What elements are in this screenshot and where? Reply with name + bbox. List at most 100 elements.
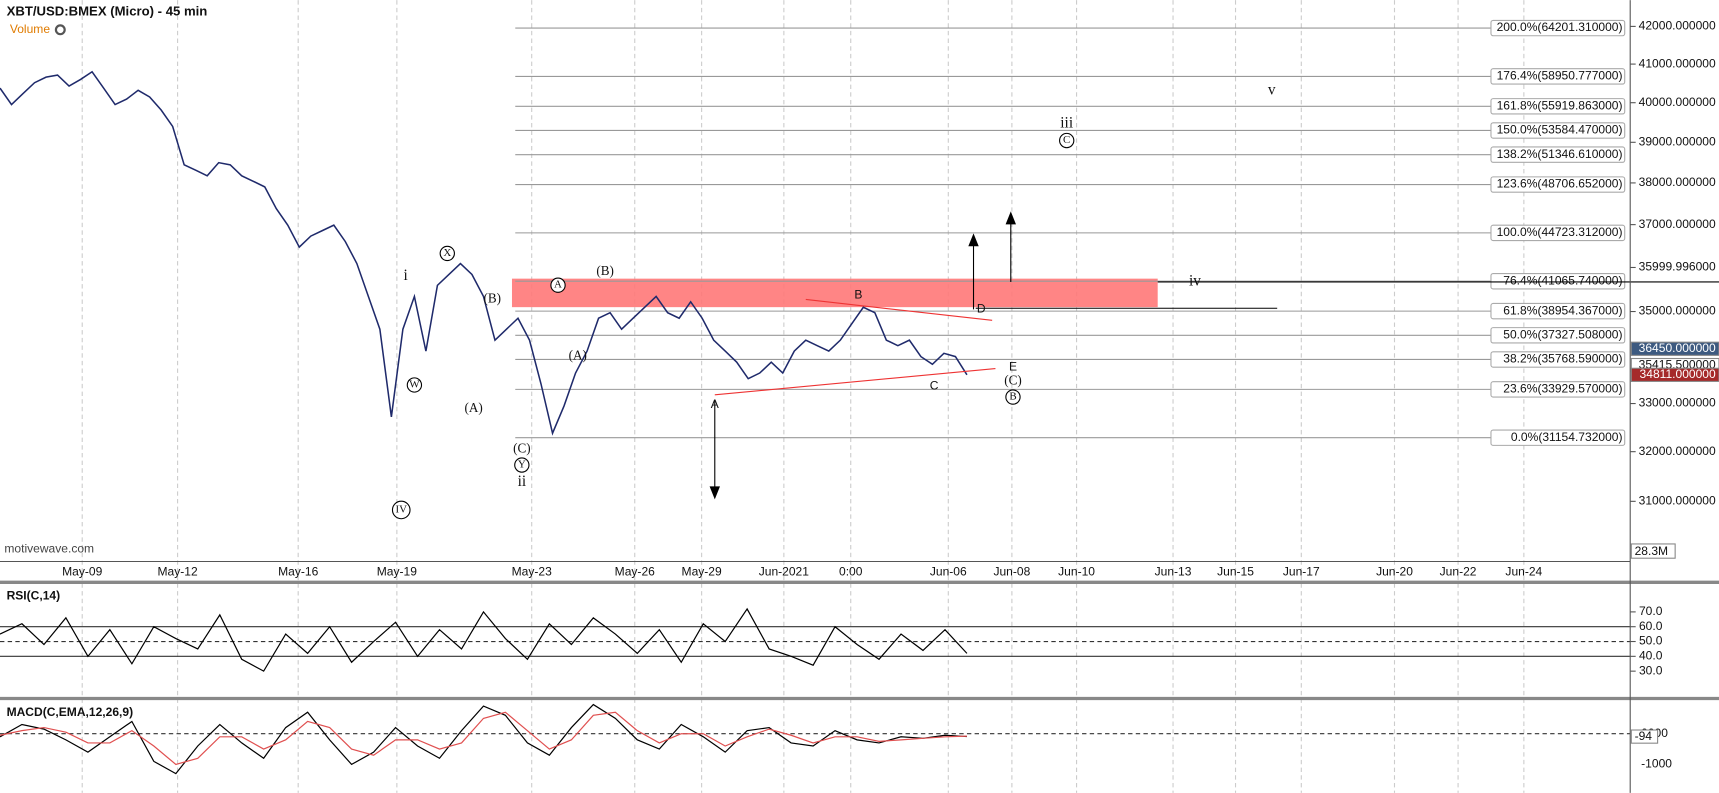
wave-circle <box>391 500 411 520</box>
wave-circle <box>1005 389 1021 405</box>
wave-label: W <box>409 379 420 391</box>
arrow-head <box>709 486 720 500</box>
y2-tick-label: 35999.996000 <box>1639 260 1716 274</box>
fib-label-box <box>1490 98 1626 115</box>
watermark: motivewave.com <box>4 542 94 556</box>
fib-label: 23.6%(33929.570000) <box>1503 382 1622 396</box>
fib-label-box <box>1490 381 1626 398</box>
fib-label: 123.6%(48706.652000) <box>1497 177 1623 191</box>
wave-label: A <box>711 397 720 411</box>
trend-line <box>805 298 993 321</box>
wave-label: Y <box>518 459 526 471</box>
wave-label: i <box>403 267 407 284</box>
y-tick-label: 50.0 <box>1639 634 1663 648</box>
fib-label-box <box>1490 351 1626 368</box>
series-line <box>0 70 968 436</box>
x-tick-label: May-09 <box>62 565 102 579</box>
x-tick-label: Jun-06 <box>930 565 967 579</box>
fib-label-box <box>1490 176 1626 193</box>
fib-label: 61.8%(38954.367000) <box>1503 303 1622 317</box>
y2-tick-label: 31000.000000 <box>1639 494 1716 508</box>
fib-label-box <box>1490 273 1626 290</box>
wave-label: E <box>1009 360 1017 374</box>
y-tick-label: 30.0 <box>1639 663 1663 677</box>
wave-label: IV <box>395 503 407 515</box>
fib-label-box <box>1490 429 1626 446</box>
wave-label: C <box>930 378 939 392</box>
arrow-head <box>968 233 979 247</box>
x-tick-label: May-16 <box>278 565 318 579</box>
fib-label-box <box>1490 302 1626 320</box>
wave-label: B <box>1009 391 1016 403</box>
last-value-label: -94 <box>1635 729 1653 743</box>
y2-tick-label: 38000.000000 <box>1639 175 1716 189</box>
wave-label: v <box>1268 82 1276 99</box>
wave-label: B <box>854 287 862 301</box>
y2-tick-label: 41000.000000 <box>1639 56 1716 70</box>
volume-axis-label: 28.3M <box>1635 544 1668 558</box>
axis-layer: May-09 May-12 May-16 May-19 May-23 May-26 May-… <box>62 19 1719 771</box>
volume-axis-box <box>1630 543 1676 559</box>
macd-title: MACD(C,EMA,12,26,9) <box>7 705 134 719</box>
fib-label: 100.0%(44723.312000) <box>1497 225 1623 239</box>
y-tick-label: 40.0 <box>1639 649 1663 663</box>
wave-label: iii <box>1060 115 1073 132</box>
volume-label: Volume <box>10 22 50 36</box>
wave-label: X <box>443 247 451 259</box>
fib-label: 161.8%(55919.863000) <box>1497 98 1623 112</box>
wave-label: (B) <box>483 290 501 305</box>
y2-tick-label: 37000.000000 <box>1639 217 1716 231</box>
wave-label: (A) <box>569 348 587 363</box>
fib-label-box <box>1490 68 1626 85</box>
wave-label: D <box>977 302 986 316</box>
price-marker <box>1630 367 1719 382</box>
x-tick-label: Jun-08 <box>993 565 1030 579</box>
wave-label: (C) <box>1004 373 1022 388</box>
x-tick-label: Jun-17 <box>1283 565 1320 579</box>
fib-label-box <box>1490 146 1626 163</box>
grid-layer <box>0 0 1631 793</box>
y-tick-label: 70.0 <box>1639 604 1663 618</box>
wave-label: C <box>1063 134 1070 146</box>
wave-label: iv <box>1189 272 1201 289</box>
wave-circle <box>514 457 530 473</box>
x-tick-label: Jun-15 <box>1217 565 1254 579</box>
wave-label: (A) <box>464 400 482 415</box>
x-tick-label: Jun-13 <box>1155 565 1192 579</box>
series-line <box>0 607 968 672</box>
fib-label: 0.0%(31154.732000) <box>1511 430 1623 444</box>
fib-label: 150.0%(53584.470000) <box>1497 123 1623 137</box>
x-tick-label: 0:00 <box>839 565 863 579</box>
wave-circle <box>550 277 566 293</box>
settings-icon[interactable] <box>54 24 66 36</box>
x-tick-label: May-26 <box>615 565 655 579</box>
wave-circle <box>406 377 423 393</box>
fib-label-box <box>1490 327 1626 344</box>
arrows <box>709 211 1016 500</box>
x-tick-label: May-29 <box>682 565 722 579</box>
x-tick-label: Jun-22 <box>1440 565 1477 579</box>
x-tick-label: May-12 <box>158 565 198 579</box>
x-tick-label: Jun-2021 <box>759 565 810 579</box>
series-line <box>0 711 967 766</box>
y2-tick-label: 32000.000000 <box>1639 444 1716 458</box>
fib-label: 50.0%(37327.508000) <box>1503 327 1622 341</box>
fib-label-box <box>1490 224 1626 242</box>
x-tick-label: Jun-20 <box>1376 565 1413 579</box>
wave-circle <box>439 245 455 262</box>
y2-tick-label: 40000.000000 <box>1639 95 1716 109</box>
x-tick-label: May-19 <box>377 565 417 579</box>
fib-label: 76.4%(41065.740000) <box>1503 273 1622 287</box>
arrow-head <box>1005 211 1016 225</box>
chart-title: XBT/USD:BMEX (Micro) - 45 min <box>7 4 208 19</box>
x-tick-label: Jun-24 <box>1505 565 1542 579</box>
y2-tick-label: 42000.000000 <box>1639 19 1716 33</box>
price-marker-label: 34811.000000 <box>1640 367 1716 381</box>
fib-label-box <box>1490 122 1626 139</box>
wave-label: A <box>554 279 562 291</box>
wave-label: (C) <box>513 441 531 456</box>
price-marker-label: 36450.000000 <box>1639 341 1716 355</box>
